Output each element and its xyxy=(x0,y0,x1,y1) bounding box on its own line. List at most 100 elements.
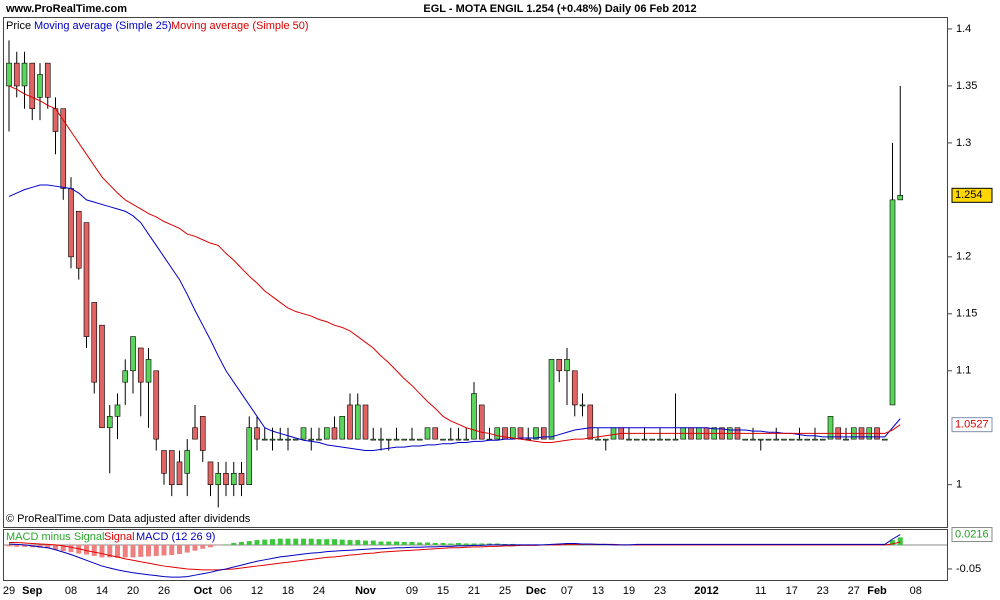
histogram-bar xyxy=(231,542,237,545)
x-tick-label: 17 xyxy=(786,585,798,597)
candle-body xyxy=(161,450,167,474)
candle-body xyxy=(626,438,632,441)
moving-average-line xyxy=(8,184,901,452)
x-tick-label: 14 xyxy=(96,585,108,597)
histogram-bar xyxy=(146,544,151,557)
histogram-bar xyxy=(316,539,322,545)
candle-body xyxy=(455,438,462,441)
candle-body xyxy=(60,108,67,189)
histogram-bar xyxy=(386,541,392,545)
candle-body xyxy=(897,195,904,201)
histogram-bar xyxy=(91,544,97,556)
price-panel xyxy=(3,17,948,528)
x-tick-label: 27 xyxy=(848,585,860,597)
histogram-bar xyxy=(897,537,903,545)
candle-body xyxy=(192,427,198,440)
candle-body xyxy=(385,438,392,441)
histogram-bar xyxy=(432,542,438,545)
histogram-bar xyxy=(448,543,454,545)
candle-body xyxy=(199,416,206,451)
histogram-bar xyxy=(254,540,260,545)
y-tick-label: 1.4 xyxy=(956,23,971,35)
candle-body xyxy=(773,438,780,441)
histogram-bar xyxy=(68,544,74,553)
histogram-bar xyxy=(409,542,415,545)
histogram-bar xyxy=(308,538,314,545)
histogram-bar xyxy=(270,539,275,545)
histogram-bar xyxy=(184,544,190,553)
candle-body xyxy=(657,438,663,441)
candle-body xyxy=(602,438,609,441)
histogram-bar xyxy=(262,539,268,545)
candle-body xyxy=(362,404,369,440)
candle-body xyxy=(153,370,160,440)
macd-last-label: 0.0216 xyxy=(955,528,989,540)
histogram-bar xyxy=(277,538,283,545)
histogram-bar xyxy=(417,542,423,545)
candle-body xyxy=(75,210,82,269)
candle-body xyxy=(269,438,276,441)
x-tick-label: 13 xyxy=(592,585,604,597)
candle-body xyxy=(447,438,454,441)
histogram-bar xyxy=(122,544,128,558)
histogram-bar xyxy=(487,543,492,545)
x-tick-label: 07 xyxy=(561,585,573,597)
candle-body xyxy=(579,404,586,407)
histogram-bar xyxy=(192,544,198,551)
candle-body xyxy=(889,199,896,406)
candle-body xyxy=(649,438,656,441)
candle-body xyxy=(548,359,555,440)
candle-body xyxy=(595,438,601,441)
x-tick-label: 18 xyxy=(282,585,294,597)
candle-body xyxy=(176,461,183,486)
x-tick-label: 25 xyxy=(499,585,511,597)
histogram-bar xyxy=(285,538,291,545)
macd-panel xyxy=(3,529,948,581)
candle-body xyxy=(238,473,245,486)
candle-body xyxy=(29,62,36,110)
candle-body xyxy=(804,438,811,441)
histogram-bar xyxy=(84,544,89,555)
candle-body xyxy=(517,427,524,440)
candle-body xyxy=(285,438,291,441)
candle-body xyxy=(393,438,400,441)
histogram-bar xyxy=(169,544,175,555)
candle-body xyxy=(378,438,384,441)
x-tick-label: Sep xyxy=(22,585,42,597)
histogram-bar xyxy=(378,541,384,545)
y-tick-label: 1 xyxy=(956,479,962,491)
candle-body xyxy=(223,473,229,486)
candle-body xyxy=(21,62,28,87)
x-tick-label: 23 xyxy=(817,585,829,597)
candle-body xyxy=(478,404,485,440)
histogram-bar xyxy=(425,542,430,545)
last-price-label-box xyxy=(951,187,993,203)
candle-body xyxy=(13,62,20,87)
candle-body xyxy=(463,438,470,441)
candle-body xyxy=(331,427,338,440)
y-tick-label: 1.35 xyxy=(956,80,977,92)
histogram-bar xyxy=(239,542,244,545)
candle-body xyxy=(781,438,787,441)
x-tick-label: 23 xyxy=(654,585,666,597)
histogram-bar xyxy=(355,540,361,545)
histogram-bar xyxy=(401,542,407,545)
candle-body xyxy=(416,438,423,441)
candle-body xyxy=(881,438,888,441)
candle-body xyxy=(145,359,152,383)
histogram-bar xyxy=(107,544,113,558)
candle-body xyxy=(750,438,756,441)
x-tick-label: 29 xyxy=(3,585,15,597)
histogram-bar xyxy=(456,542,461,545)
candle-body xyxy=(354,404,361,440)
histogram-bar xyxy=(370,540,376,545)
macd-last-label-box xyxy=(951,527,993,543)
x-tick-label: Nov xyxy=(355,585,377,597)
y-tick-label: 1.1 xyxy=(956,365,971,377)
candle-body xyxy=(83,222,90,337)
x-tick-label: 26 xyxy=(158,585,170,597)
ma50-last-label-box xyxy=(951,417,993,433)
candle-body xyxy=(230,473,237,486)
y-tick-label: 1.3 xyxy=(956,137,971,149)
